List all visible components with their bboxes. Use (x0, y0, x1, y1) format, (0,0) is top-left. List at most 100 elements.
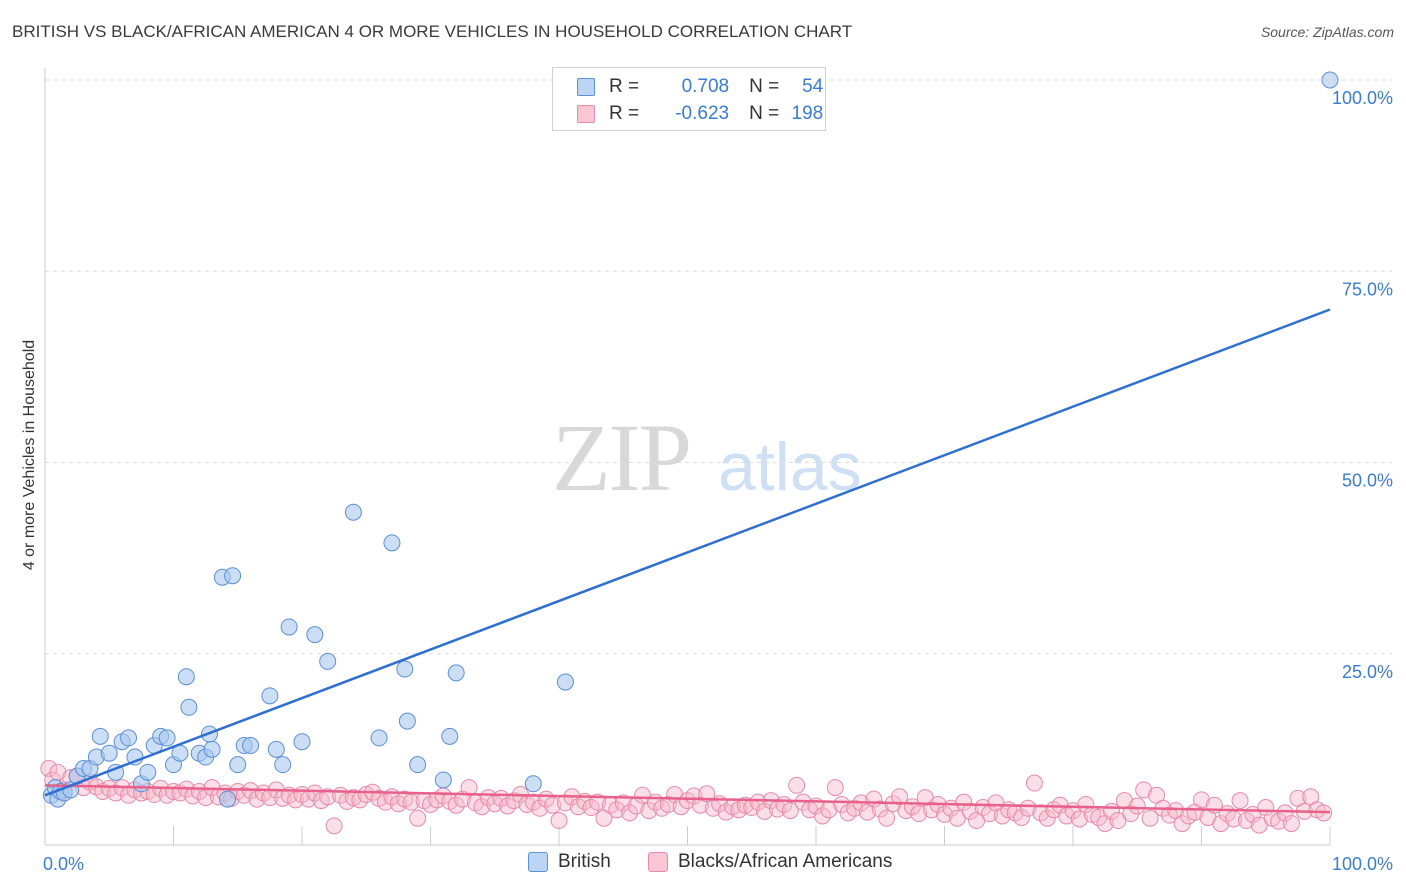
black-point-91 (621, 804, 639, 822)
black-point-58 (409, 809, 427, 827)
black-point-144 (961, 802, 979, 820)
black-point-187 (1237, 812, 1255, 830)
black-point-123 (826, 779, 844, 797)
british-point-30 (218, 790, 236, 808)
legend-black-swatch-icon (648, 852, 668, 872)
british-point-11 (100, 744, 118, 762)
black-point-0 (40, 760, 58, 777)
trend-lines (44, 308, 1331, 814)
stats-box: R = 0.708 N = 54 R = -0.623 N = 198 (552, 67, 826, 131)
black-point-77 (531, 799, 549, 817)
british-point-50 (447, 664, 465, 682)
british-trend-line (44, 308, 1331, 797)
british-r-value: 0.708 (681, 76, 730, 97)
y-tick-label-50: 50.0% (1342, 471, 1393, 491)
black-point-172 (1141, 809, 1159, 827)
british-point-42 (344, 503, 362, 521)
british-point-53 (1321, 71, 1339, 89)
legend-british-label: British (558, 851, 611, 872)
gridlines (45, 79, 1392, 655)
british-n-value: 54 (802, 76, 824, 97)
black-r-value: -0.623 (675, 103, 730, 124)
black-point-68 (473, 798, 491, 816)
y-tick-label-100: 100.0% (1332, 88, 1393, 108)
black-point-103 (698, 785, 716, 803)
black-point-149 (993, 807, 1011, 825)
axes (44, 68, 1331, 846)
black-point-45 (325, 817, 343, 835)
british-point-17 (139, 763, 157, 781)
black-point-170 (1128, 797, 1146, 815)
british-point-34 (242, 737, 260, 755)
black-point-180 (1193, 791, 1210, 809)
black-swatch-icon (577, 105, 595, 123)
n-label: N = (749, 76, 780, 97)
black-point-33 (248, 790, 266, 808)
legend-item-british: British (528, 851, 611, 873)
british-point-20 (158, 729, 176, 747)
black-point-133 (891, 788, 909, 806)
black-point-97 (659, 795, 677, 813)
black-point-89 (608, 801, 626, 819)
british-point-49 (441, 727, 459, 745)
british-point-35 (261, 687, 279, 705)
black-point-194 (1282, 815, 1300, 833)
chart-title: BRITISH VS BLACK/AFRICAN AMERICAN 4 OR M… (12, 22, 853, 41)
british-point-46 (398, 712, 416, 730)
watermark-zip: ZIP (552, 404, 690, 511)
stats-row-british: R = 0.708 N = 54 (577, 74, 823, 100)
black-point-162 (1077, 795, 1095, 813)
black-point-192 (1270, 812, 1288, 830)
black-point-48 (344, 789, 362, 807)
black-point-130 (871, 800, 889, 818)
british-point-43 (370, 729, 388, 747)
british-series-points (42, 71, 1339, 808)
british-point-41 (319, 652, 337, 670)
black-point-124 (833, 795, 851, 813)
legend-item-black: Blacks/African Americans (648, 851, 892, 873)
british-point-40 (306, 626, 324, 644)
british-point-52 (556, 673, 574, 691)
british-point-45 (396, 660, 414, 678)
british-point-38 (280, 618, 298, 636)
r-label: R = (609, 103, 640, 124)
y-tick-label-25: 25.0% (1342, 662, 1393, 682)
black-point-66 (460, 779, 478, 797)
black-point-121 (813, 807, 831, 825)
black-point-153 (1019, 799, 1037, 817)
black-point-143 (955, 793, 973, 811)
tick-labels: 25.0% 50.0% 75.0% 100.0% 0.0% 100.0% (43, 88, 1393, 874)
black-point-146 (974, 799, 992, 817)
black-point-90 (614, 794, 632, 812)
n-label: N = (749, 103, 780, 124)
black-point-94 (640, 802, 658, 820)
black-point-76 (524, 793, 542, 811)
british-point-14 (120, 729, 138, 747)
british-point-39 (293, 733, 311, 751)
british-point-47 (409, 756, 427, 774)
black-point-111 (749, 793, 767, 811)
british-point-31 (224, 567, 242, 585)
legend: British Blacks/African Americans (0, 851, 1406, 877)
black-point-73 (505, 792, 523, 810)
black-point-156 (1038, 809, 1056, 827)
x-tick-label-left: 0.0% (43, 854, 84, 874)
black-point-154 (1025, 774, 1043, 792)
british-point-51 (524, 775, 542, 793)
x-tick-label-right: 100.0% (1332, 854, 1393, 874)
black-point-152 (1013, 808, 1031, 826)
watermark: ZIP atlas (552, 404, 862, 511)
black-n-value: 198 (791, 103, 824, 124)
british-swatch-icon (577, 78, 595, 96)
black-point-112 (756, 802, 774, 820)
black-point-131 (878, 809, 896, 827)
british-point-48 (434, 771, 452, 789)
black-point-186 (1231, 792, 1249, 810)
stats-row-black: R = -0.623 N = 198 (577, 101, 823, 127)
black-trend-line (44, 784, 1331, 814)
british-point-37 (274, 756, 292, 774)
black-point-171 (1135, 781, 1153, 799)
british-point-24 (180, 698, 198, 716)
british-point-36 (267, 740, 285, 758)
